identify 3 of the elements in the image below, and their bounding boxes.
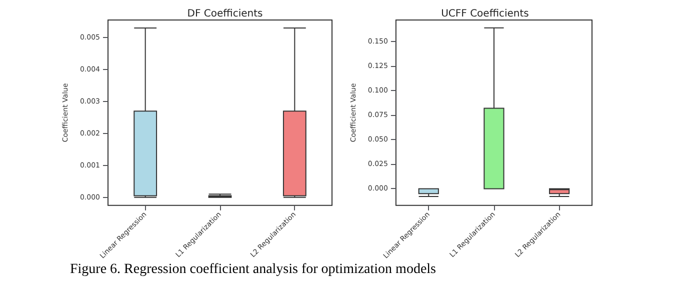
caption: Figure 6. Regression coefficient analysis for optimization models bbox=[70, 262, 436, 278]
chart-title: DF Coefficients bbox=[187, 8, 263, 20]
chart-title: UCFF Coefficients bbox=[441, 8, 529, 20]
